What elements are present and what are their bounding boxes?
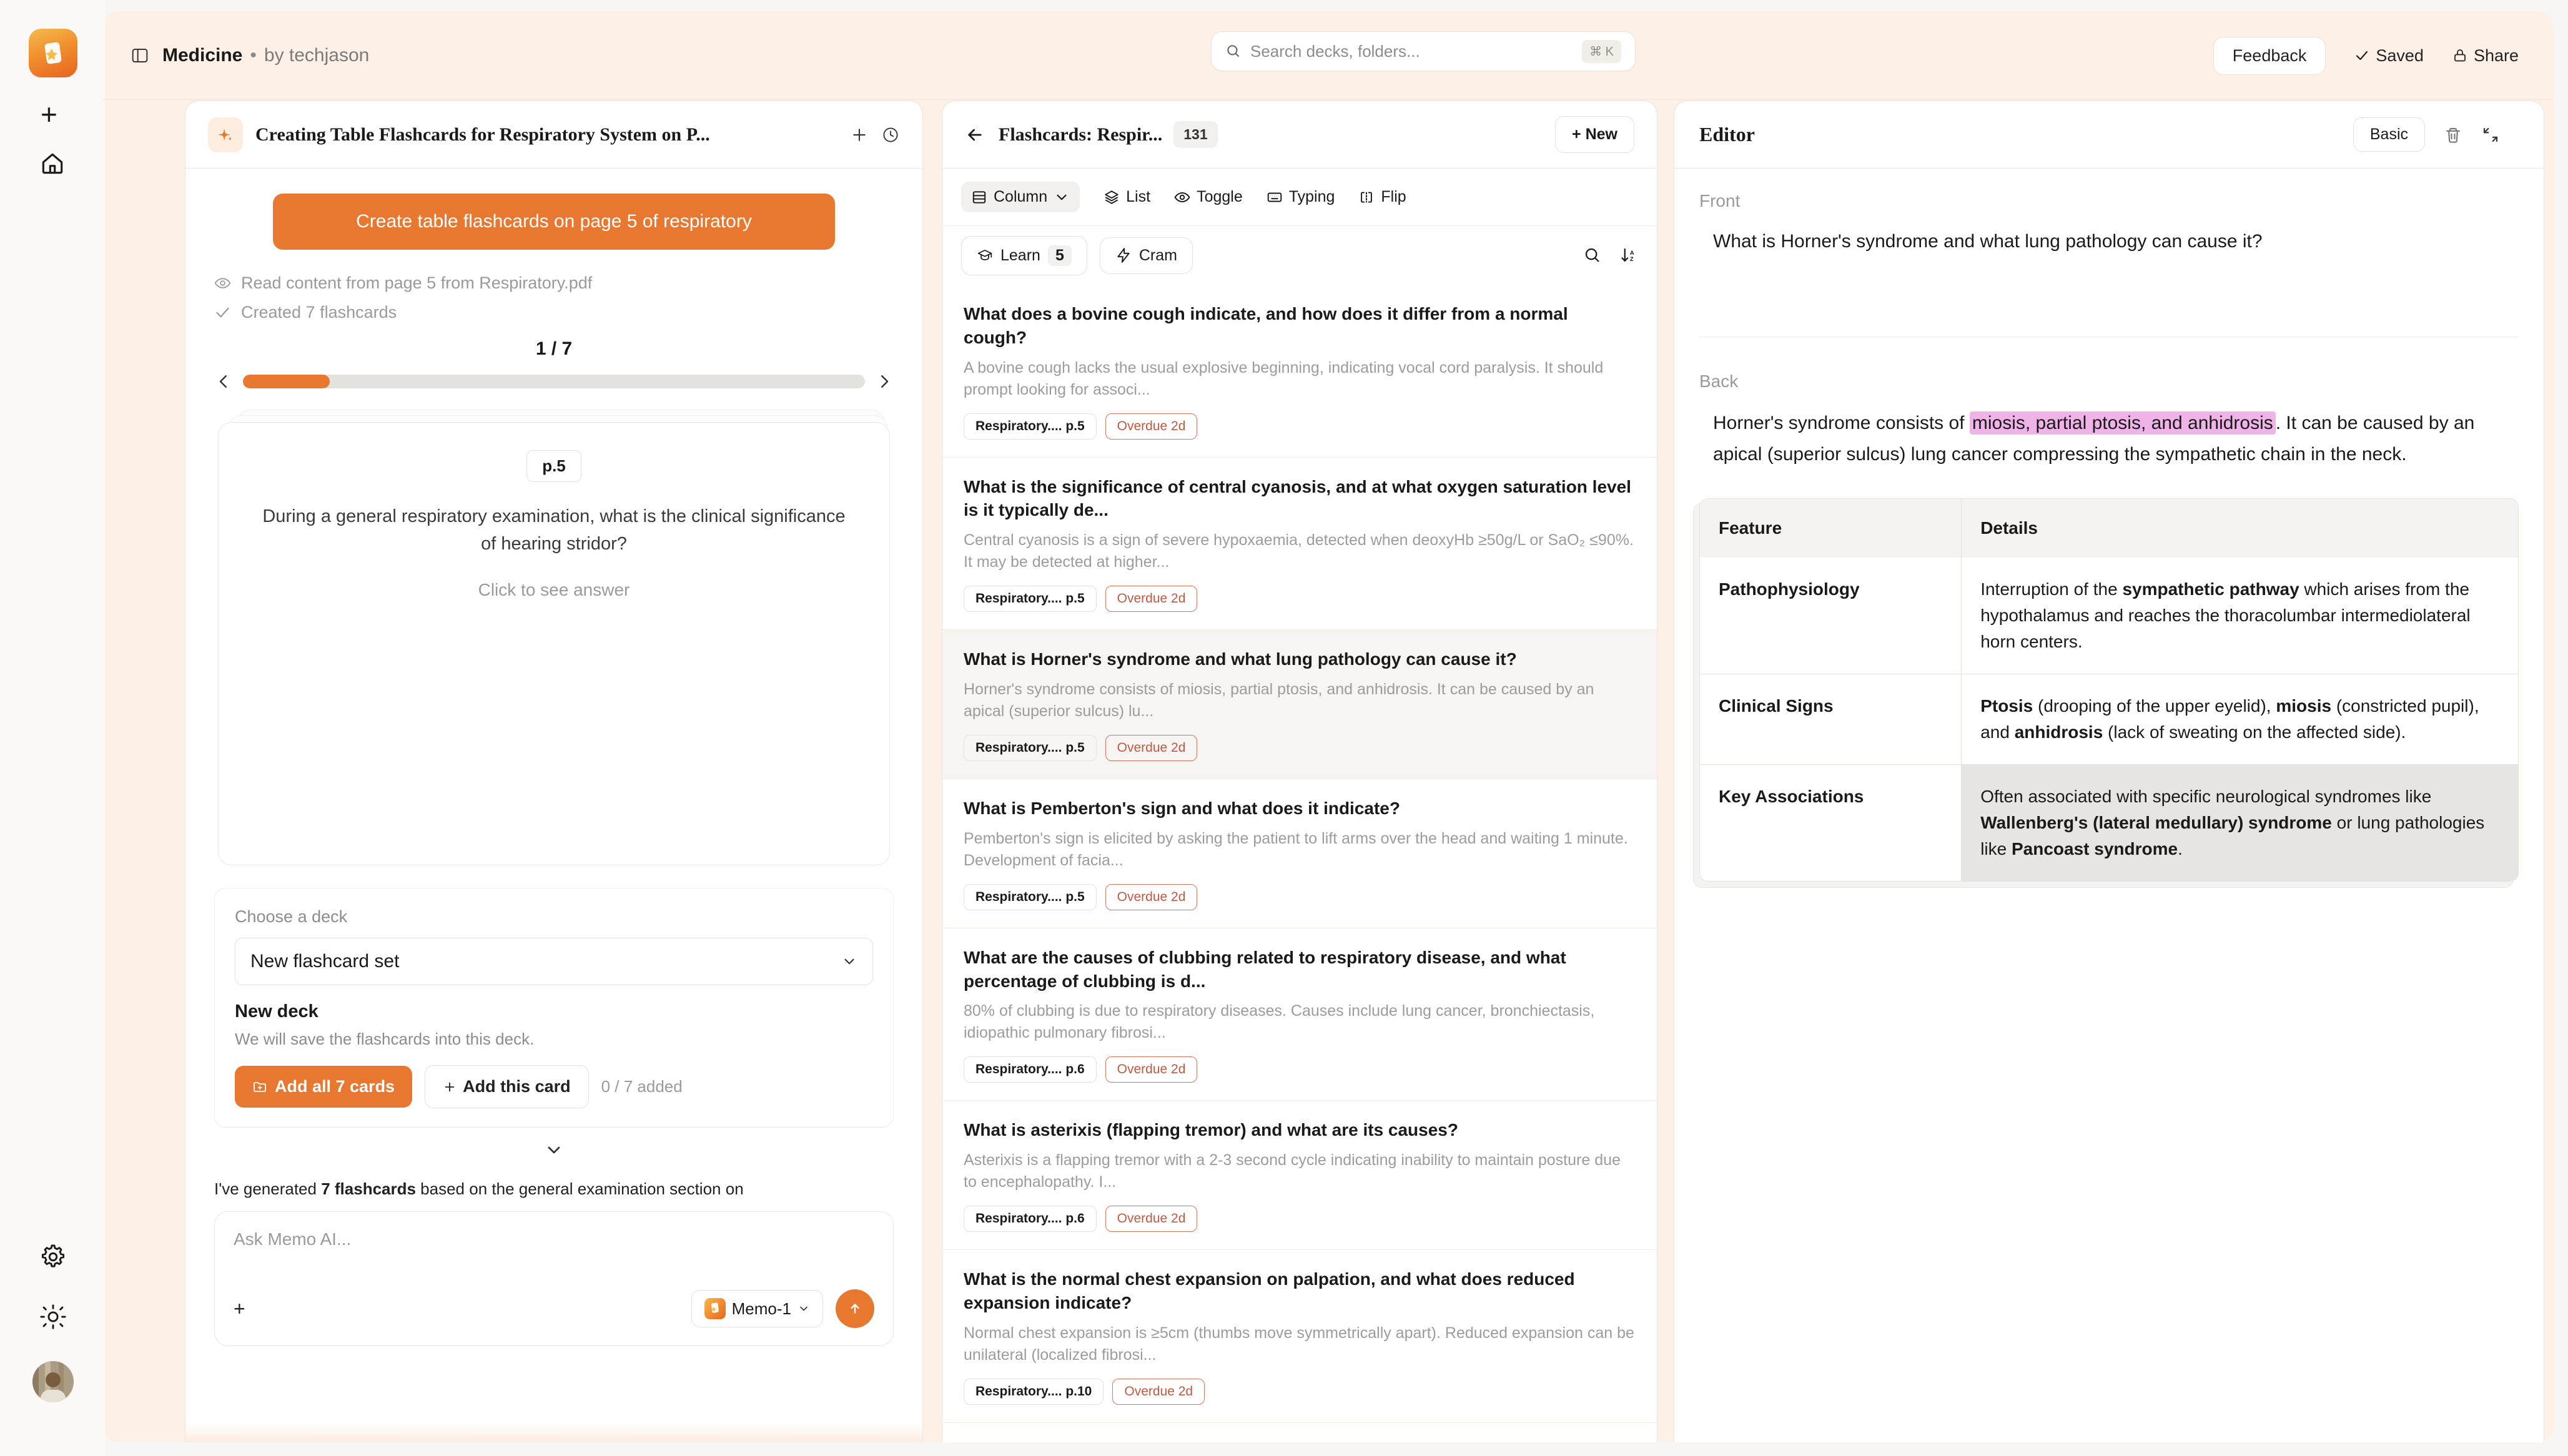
svg-text:Z: Z [1630, 256, 1634, 262]
svg-text:A: A [1630, 250, 1634, 256]
